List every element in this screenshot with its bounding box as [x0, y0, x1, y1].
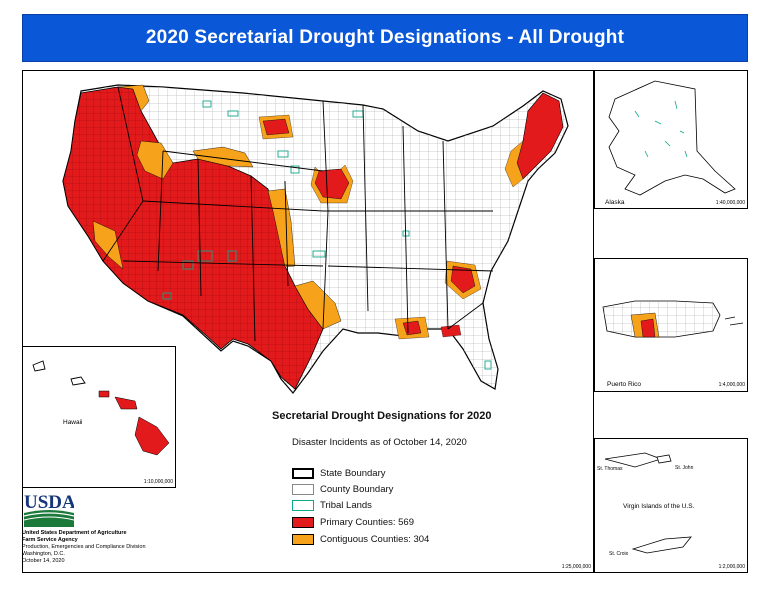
hawaii-oahu	[98, 390, 110, 398]
legend-item-primary: Primary Counties: 569	[292, 515, 414, 529]
legend-swatch-contiguous	[292, 533, 314, 545]
hawaii-label: Hawaii	[63, 419, 83, 426]
hawaii-scale: 1:10,000,000	[143, 479, 173, 485]
pr-primary	[640, 318, 656, 338]
puerto-rico-inset: Puerto Rico 1:4,000,000	[594, 258, 748, 392]
map-title: 2020 Secretarial Drought Designations - …	[145, 27, 625, 48]
agency-date: October 14, 2020	[22, 558, 65, 564]
puerto-rico-label: Puerto Rico	[607, 381, 641, 388]
virgin-islands-inset: St. Thomas St. John Virgin Islands of th…	[594, 438, 748, 573]
legend-title: Secretarial Drought Designations for 202…	[272, 410, 492, 422]
drought-contiguous-idaho	[136, 140, 174, 180]
legend-item-tribal-lands: Tribal Lands	[292, 498, 372, 512]
legend-label: County Boundary	[320, 483, 394, 495]
drought-contiguous-texas	[294, 280, 342, 330]
alaska-map	[608, 80, 736, 196]
tribal-lands	[162, 100, 492, 370]
agency-line-4: Washington, D.C.	[22, 551, 65, 557]
legend-swatch-tribal-lands	[292, 499, 314, 511]
virgin-islands-map	[604, 452, 692, 554]
legend-label: Tribal Lands	[320, 499, 372, 511]
main-map-frame: 1:25,000,000	[22, 70, 594, 573]
puerto-rico-scale: 1:4,000,000	[718, 382, 745, 388]
legend-subtitle: Disaster Incidents as of October 14, 202…	[292, 437, 467, 448]
legend-swatch-state-boundary	[292, 467, 314, 479]
st-thomas-label: St. Thomas	[597, 466, 623, 472]
legend-swatch-county-boundary	[292, 483, 314, 495]
virgin-islands-label: Virgin Islands of the U.S.	[623, 503, 695, 510]
legend-swatch-primary	[292, 516, 314, 528]
alaska-scale: 1:40,000,000	[715, 200, 745, 206]
alaska-label: Alaska	[605, 199, 625, 206]
legend-label: State Boundary	[320, 467, 386, 479]
legend-item-state-boundary: State Boundary	[292, 466, 386, 480]
legend-item-county-boundary: County Boundary	[292, 482, 393, 496]
drought-contiguous-northwest	[117, 84, 150, 112]
hawaii-maui	[114, 396, 138, 410]
legend-label: Contiguous Counties: 304	[320, 533, 430, 545]
drought-primary-northdakota	[262, 118, 290, 136]
hawaii-map	[32, 360, 170, 456]
st-john-label: St. John	[675, 465, 694, 471]
st-croix-label: St. Croix	[609, 551, 629, 557]
usda-logo: USDA	[24, 492, 74, 527]
agency-line-1: United States Department of Agriculture	[22, 530, 127, 536]
main-scale: 1:25,000,000	[561, 564, 591, 570]
hawaii-inset: Hawaii 1:10,000,000	[22, 346, 176, 488]
agency-block: United States Department of Agriculture …	[22, 530, 146, 565]
virgin-islands-scale: 1:2,000,000	[718, 564, 745, 570]
usda-logo-text: USDA	[24, 492, 74, 513]
alaska-inset: Alaska 1:40,000,000	[594, 70, 748, 209]
title-banner: 2020 Secretarial Drought Designations - …	[22, 14, 748, 62]
legend-item-contiguous: Contiguous Counties: 304	[292, 532, 429, 546]
agency-line-3: Production, Emergencies and Compliance D…	[22, 544, 146, 550]
conus-map	[62, 84, 569, 394]
puerto-rico-map	[602, 300, 744, 338]
agency-line-2: Farm Service Agency	[22, 537, 78, 543]
drought-contiguous-nevada	[92, 220, 124, 270]
hawaii-big-island	[134, 416, 170, 456]
state-boundaries	[102, 86, 494, 342]
legend-label: Primary Counties: 569	[320, 516, 414, 528]
